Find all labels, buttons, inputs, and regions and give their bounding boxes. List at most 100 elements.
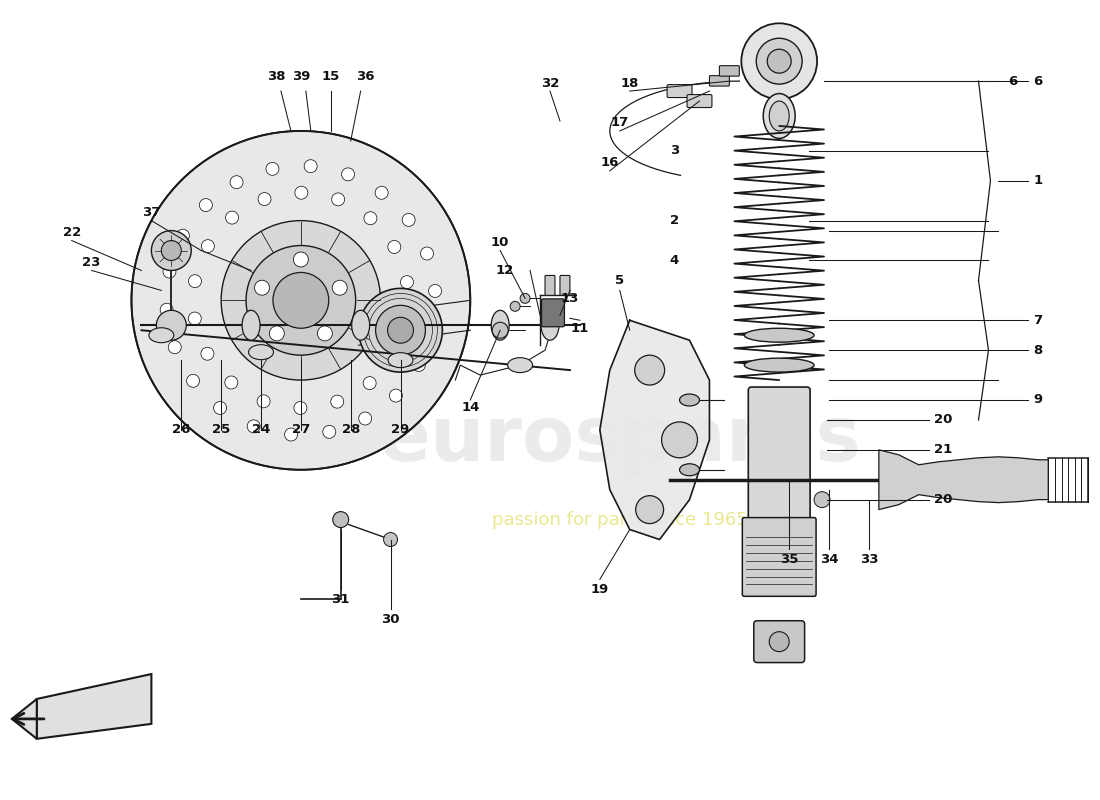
- Polygon shape: [36, 674, 152, 739]
- Circle shape: [332, 280, 348, 295]
- Ellipse shape: [249, 345, 274, 360]
- Circle shape: [767, 50, 791, 73]
- Circle shape: [359, 288, 442, 372]
- Text: 26: 26: [172, 423, 190, 436]
- Circle shape: [359, 412, 372, 425]
- Circle shape: [757, 38, 802, 84]
- Text: 20: 20: [934, 493, 952, 506]
- Text: 10: 10: [491, 236, 509, 249]
- Circle shape: [266, 162, 279, 175]
- Text: 3: 3: [670, 144, 679, 158]
- Circle shape: [152, 230, 191, 270]
- Circle shape: [187, 374, 199, 387]
- Circle shape: [635, 355, 664, 385]
- Ellipse shape: [680, 394, 700, 406]
- Text: 36: 36: [356, 70, 375, 82]
- Ellipse shape: [148, 328, 174, 342]
- Circle shape: [224, 376, 238, 389]
- Text: 18: 18: [620, 77, 639, 90]
- Text: 21: 21: [934, 443, 952, 456]
- Ellipse shape: [769, 101, 789, 131]
- FancyBboxPatch shape: [748, 387, 810, 522]
- Circle shape: [226, 211, 239, 224]
- FancyBboxPatch shape: [667, 85, 692, 98]
- Circle shape: [156, 310, 186, 340]
- Text: 23: 23: [82, 256, 101, 269]
- Ellipse shape: [541, 310, 559, 340]
- Text: 29: 29: [392, 423, 409, 436]
- FancyBboxPatch shape: [541, 299, 564, 326]
- Text: 20: 20: [934, 414, 952, 426]
- Text: 27: 27: [292, 423, 310, 436]
- Circle shape: [295, 186, 308, 199]
- Text: 22: 22: [63, 226, 80, 239]
- Circle shape: [213, 402, 227, 414]
- Circle shape: [246, 246, 355, 355]
- Circle shape: [176, 230, 189, 242]
- Circle shape: [230, 176, 243, 189]
- Circle shape: [389, 389, 403, 402]
- Text: 32: 32: [541, 77, 559, 90]
- Circle shape: [270, 326, 284, 341]
- Circle shape: [163, 265, 176, 278]
- Text: 7: 7: [1033, 314, 1043, 326]
- Text: 30: 30: [382, 613, 399, 626]
- Ellipse shape: [352, 310, 370, 340]
- Circle shape: [201, 240, 214, 253]
- Circle shape: [364, 212, 377, 225]
- Ellipse shape: [680, 464, 700, 476]
- Text: 5: 5: [615, 274, 625, 287]
- Circle shape: [400, 276, 414, 289]
- Circle shape: [188, 312, 201, 325]
- FancyBboxPatch shape: [710, 76, 729, 86]
- Text: 16: 16: [601, 156, 619, 170]
- Circle shape: [257, 395, 271, 408]
- Text: 13: 13: [561, 292, 579, 305]
- Polygon shape: [879, 450, 1048, 510]
- Circle shape: [161, 303, 173, 316]
- FancyBboxPatch shape: [544, 275, 556, 295]
- Polygon shape: [12, 699, 36, 739]
- Circle shape: [294, 252, 308, 267]
- Circle shape: [285, 428, 298, 441]
- Text: 12: 12: [496, 264, 515, 277]
- Circle shape: [387, 318, 414, 343]
- Circle shape: [363, 377, 376, 390]
- Circle shape: [403, 214, 415, 226]
- Text: 15: 15: [321, 70, 340, 82]
- Text: 1: 1: [1033, 174, 1043, 187]
- Ellipse shape: [163, 310, 180, 340]
- Circle shape: [342, 168, 354, 181]
- Circle shape: [384, 533, 397, 546]
- Text: 9: 9: [1033, 394, 1043, 406]
- Circle shape: [331, 395, 343, 408]
- Ellipse shape: [388, 353, 412, 368]
- Text: 17: 17: [610, 117, 629, 130]
- Circle shape: [258, 193, 271, 206]
- Circle shape: [375, 186, 388, 199]
- Text: 37: 37: [142, 206, 161, 219]
- Circle shape: [273, 273, 329, 328]
- FancyBboxPatch shape: [754, 621, 804, 662]
- Text: 24: 24: [252, 423, 271, 436]
- Circle shape: [318, 326, 332, 341]
- Text: 8: 8: [1033, 344, 1043, 357]
- Circle shape: [636, 496, 663, 523]
- Text: 28: 28: [341, 423, 360, 436]
- Ellipse shape: [507, 358, 532, 373]
- Text: eurospares: eurospares: [378, 403, 861, 477]
- Ellipse shape: [763, 94, 795, 138]
- Circle shape: [420, 247, 433, 260]
- Circle shape: [199, 198, 212, 211]
- Circle shape: [492, 322, 508, 338]
- Circle shape: [741, 23, 817, 99]
- Text: 34: 34: [820, 553, 838, 566]
- FancyBboxPatch shape: [719, 66, 739, 76]
- Circle shape: [305, 160, 317, 173]
- Circle shape: [294, 402, 307, 414]
- Circle shape: [412, 358, 426, 371]
- Ellipse shape: [242, 310, 260, 340]
- Circle shape: [201, 347, 213, 360]
- Text: 14: 14: [461, 402, 480, 414]
- FancyBboxPatch shape: [560, 275, 570, 295]
